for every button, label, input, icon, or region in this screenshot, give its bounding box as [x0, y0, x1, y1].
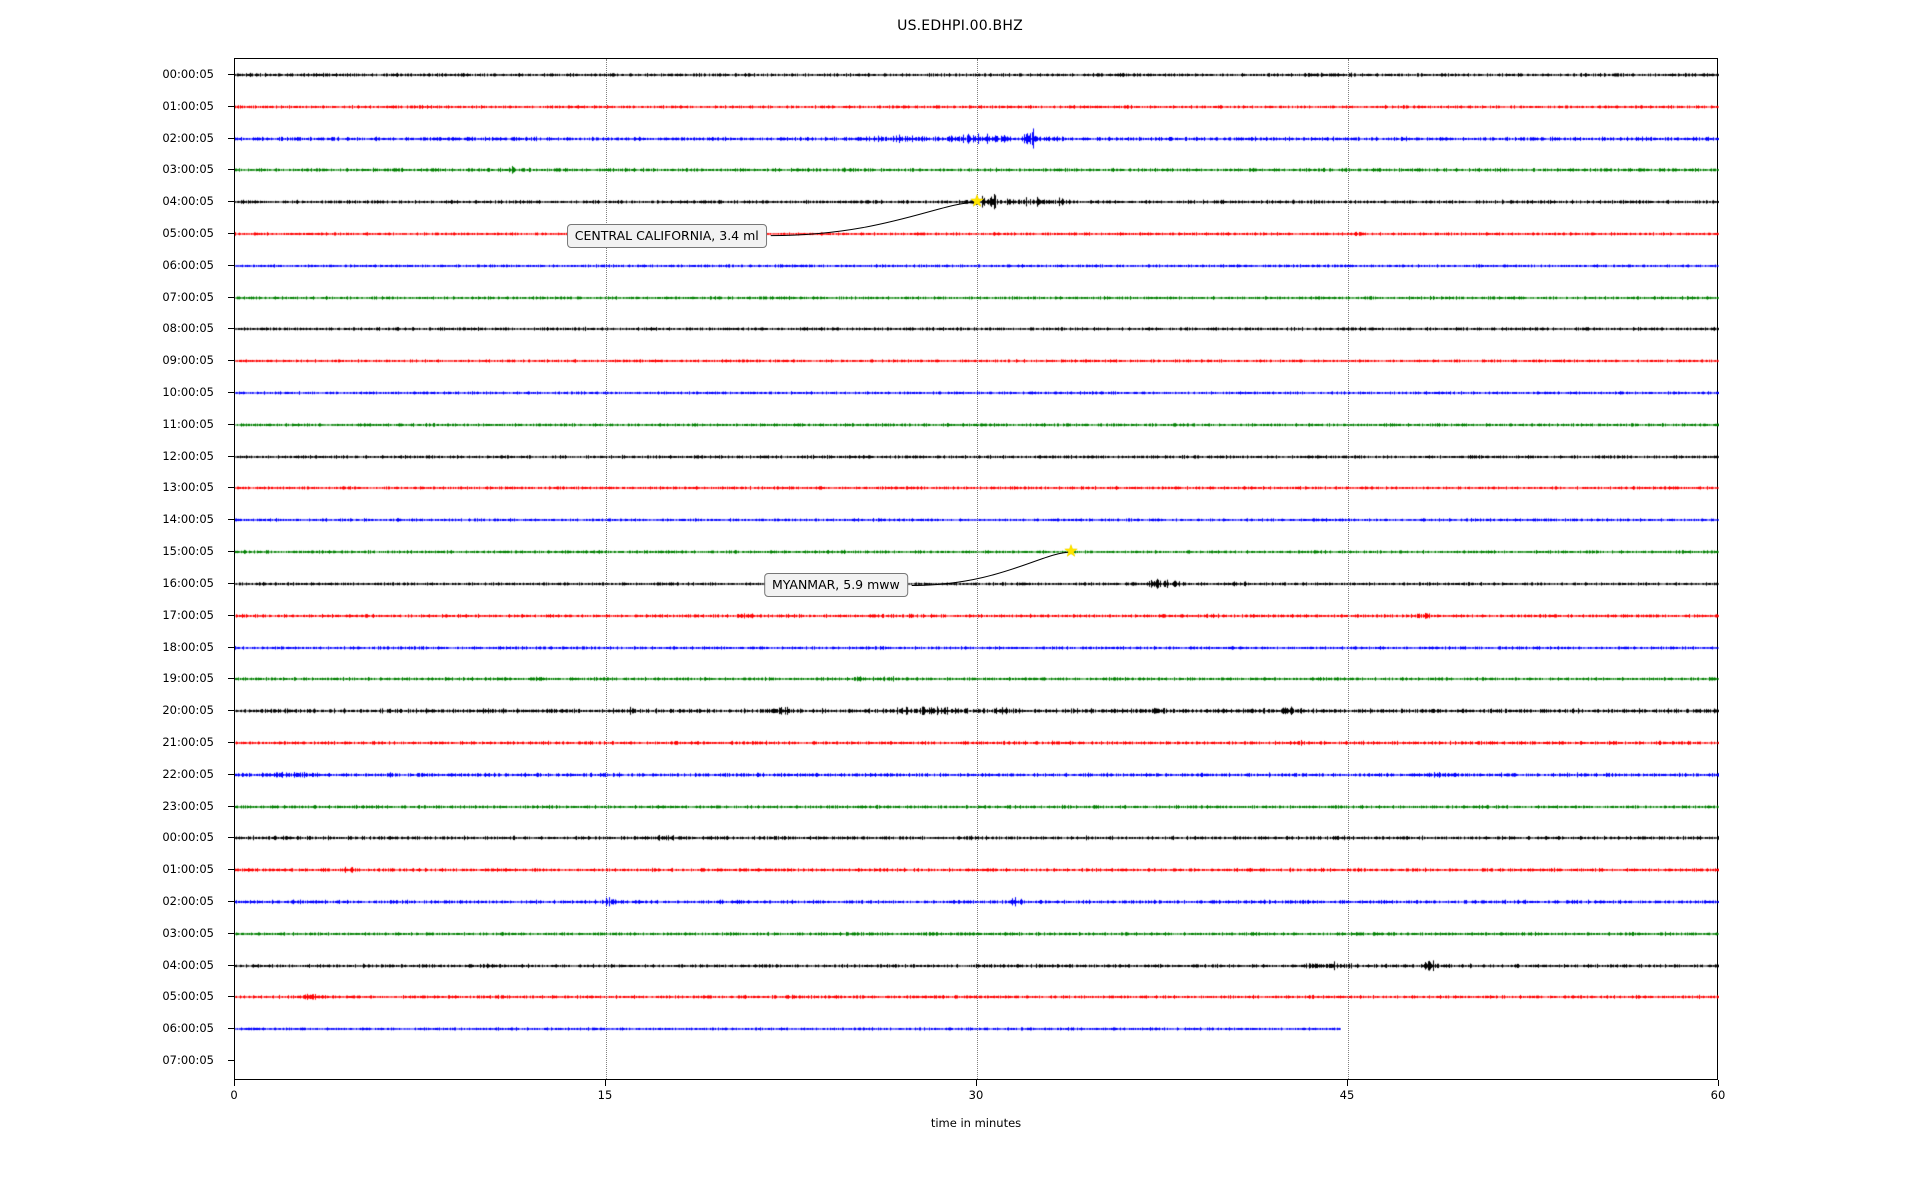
y-axis-tick-label: 23:00:05 [162, 798, 214, 813]
y-axis-tick-mark [228, 710, 234, 712]
y-axis-tick-mark [228, 773, 234, 775]
x-axis: 0 15 30 45 60 [230, 1080, 1725, 1140]
y-axis-tick-mark [228, 614, 234, 616]
y-axis-tick-label: 11:00:05 [162, 416, 214, 431]
y-axis-tick-label: 08:00:05 [162, 321, 214, 336]
y-axis-tick-label: 09:00:05 [162, 353, 214, 368]
y-axis-tick-label: 21:00:05 [162, 734, 214, 749]
y-axis-tick-mark [228, 455, 234, 457]
y-axis-tick-mark [228, 392, 234, 394]
y-axis-tick-mark [228, 201, 234, 203]
y-axis-tick-label: 22:00:05 [162, 766, 214, 781]
y-axis-tick-mark [228, 932, 234, 934]
page-title: US.EDHPI.00.BHZ [897, 18, 1023, 34]
y-axis-tick-label: 06:00:05 [162, 1021, 214, 1036]
x-axis-tick-label: 60 [1710, 1088, 1726, 1102]
y-axis-tick-mark [228, 519, 234, 521]
y-axis-tick-mark [228, 582, 234, 584]
y-axis-tick-mark [228, 741, 234, 743]
y-axis-tick-label: 00:00:05 [162, 67, 214, 81]
y-axis-tick-label: 19:00:05 [162, 671, 214, 686]
y-axis-tick-mark [228, 233, 234, 235]
x-axis-tick-label: 15 [597, 1088, 613, 1102]
y-axis-tick-mark [228, 328, 234, 330]
y-axis-tick-mark [228, 964, 234, 966]
y-axis-tick-mark [228, 996, 234, 998]
y-axis-tick-mark [228, 900, 234, 902]
y-axis-tick-label: 06:00:05 [162, 257, 214, 272]
y-axis-tick-label: 16:00:05 [162, 575, 214, 590]
y-axis-tick-label: 01:00:05 [162, 862, 214, 877]
x-axis-tick-mark [1347, 1080, 1348, 1086]
y-axis-tick-mark [228, 837, 234, 839]
y-axis-tick-mark [228, 805, 234, 807]
x-axis-label: time in minutes [930, 1116, 1022, 1130]
y-axis-tick-mark [228, 264, 234, 266]
y-axis-tick-label: 03:00:05 [162, 162, 214, 177]
event-annotation-myanmar[interactable]: MYANMAR, 5.9 mww [763, 573, 908, 598]
y-axis-tick-label: 17:00:05 [162, 607, 214, 622]
y-axis-tick-label: 03:00:05 [162, 925, 214, 940]
y-axis-tick-label: 04:00:05 [162, 957, 214, 972]
y-axis-ticks [0, 58, 240, 1080]
y-axis-tick-label: 10:00:05 [162, 385, 214, 400]
y-axis-tick-label: 07:00:05 [162, 1053, 214, 1067]
y-axis-tick-mark [228, 74, 234, 75]
y-axis-tick-label: 02:00:05 [162, 893, 214, 908]
y-axis-tick-label: 05:00:05 [162, 989, 214, 1004]
x-axis-tick-mark [234, 1080, 235, 1086]
x-axis-tick-label: 45 [1339, 1088, 1355, 1102]
y-axis-tick-label: 13:00:05 [162, 480, 214, 495]
x-axis-tick-mark [1718, 1080, 1719, 1086]
y-axis-tick-mark [228, 869, 234, 871]
y-axis-tick-mark [228, 105, 234, 107]
y-axis-tick-mark [228, 487, 234, 489]
y-axis-tick-label: 15:00:05 [162, 544, 214, 559]
y-axis-tick-label: 02:00:05 [162, 130, 214, 145]
y-axis-tick-mark [228, 296, 234, 298]
event-star-icon: ★ [1063, 541, 1079, 562]
y-axis-tick-mark [228, 360, 234, 362]
y-axis-tick-label: 00:00:05 [162, 830, 214, 845]
y-axis-tick-mark [228, 646, 234, 648]
y-axis-tick-label: 12:00:05 [162, 448, 214, 463]
y-axis-tick-mark [228, 1060, 234, 1061]
x-axis-tick-label: 30 [968, 1088, 984, 1102]
y-axis-tick-label: 05:00:05 [162, 226, 214, 241]
x-axis-tick-mark [976, 1080, 977, 1086]
y-axis-tick-mark [228, 423, 234, 425]
y-axis-tick-mark [228, 169, 234, 171]
x-axis-tick-mark [605, 1080, 606, 1086]
y-axis-tick-mark [228, 1028, 234, 1030]
y-axis-tick-mark [228, 551, 234, 553]
plot-area: ★ CENTRAL CALIFORNIA, 3.4 ml ★ MYANMAR, 5.9… [234, 43, 1719, 1080]
y-axis-tick-mark [228, 137, 234, 139]
y-axis-tick-label: 20:00:05 [162, 703, 214, 718]
event-annotation-central-california[interactable]: CENTRAL CALIFORNIA, 3.4 ml [566, 223, 767, 248]
y-axis-tick-label: 01:00:05 [162, 98, 214, 113]
y-axis-labels: 00:00:05 01:00:05 02:00:05 03:00:05 04:00:05… [0, 58, 228, 1080]
y-axis-tick-label: 07:00:05 [162, 289, 214, 304]
y-axis-tick-label: 04:00:05 [162, 194, 214, 209]
x-axis-tick-label: 0 [230, 1088, 238, 1102]
y-axis-tick-label: 14:00:05 [162, 512, 214, 527]
y-axis-tick-mark [228, 678, 234, 680]
trace-row [235, 997, 1341, 1062]
event-star-icon: ★ [969, 191, 985, 212]
y-axis-tick-label: 18:00:05 [162, 639, 214, 654]
